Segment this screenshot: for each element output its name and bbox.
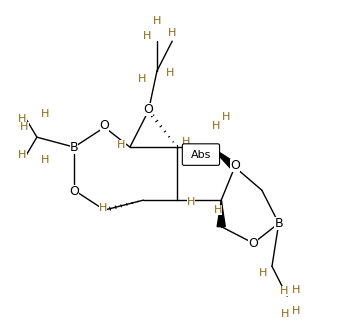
Text: H: H <box>41 109 49 119</box>
Text: H: H <box>222 112 231 122</box>
Text: H: H <box>187 197 195 207</box>
Text: H: H <box>212 121 220 131</box>
Text: H: H <box>143 31 152 41</box>
Text: H: H <box>168 28 176 38</box>
Text: O: O <box>249 237 258 250</box>
Text: H: H <box>18 150 27 160</box>
Text: Abs: Abs <box>191 150 211 160</box>
Text: H: H <box>99 203 107 213</box>
Text: H: H <box>292 285 300 295</box>
Text: O: O <box>69 185 79 198</box>
Polygon shape <box>217 200 225 227</box>
Text: H: H <box>292 306 300 316</box>
Text: H: H <box>41 155 49 165</box>
Text: H: H <box>153 16 161 26</box>
Text: H: H <box>181 137 190 147</box>
Text: B: B <box>70 141 78 154</box>
Text: H: H <box>18 114 27 124</box>
Text: H: H <box>214 205 222 215</box>
Text: H: H <box>166 67 175 77</box>
Text: H: H <box>280 286 288 296</box>
Text: B: B <box>275 217 283 230</box>
Text: H: H <box>137 74 146 84</box>
Text: O: O <box>230 159 240 172</box>
Polygon shape <box>211 147 237 170</box>
Text: H: H <box>20 122 29 132</box>
Text: H: H <box>117 141 125 151</box>
Text: H: H <box>259 268 268 278</box>
FancyBboxPatch shape <box>182 144 220 165</box>
Text: O: O <box>144 103 153 116</box>
Text: O: O <box>100 119 109 132</box>
Text: H: H <box>281 309 290 319</box>
